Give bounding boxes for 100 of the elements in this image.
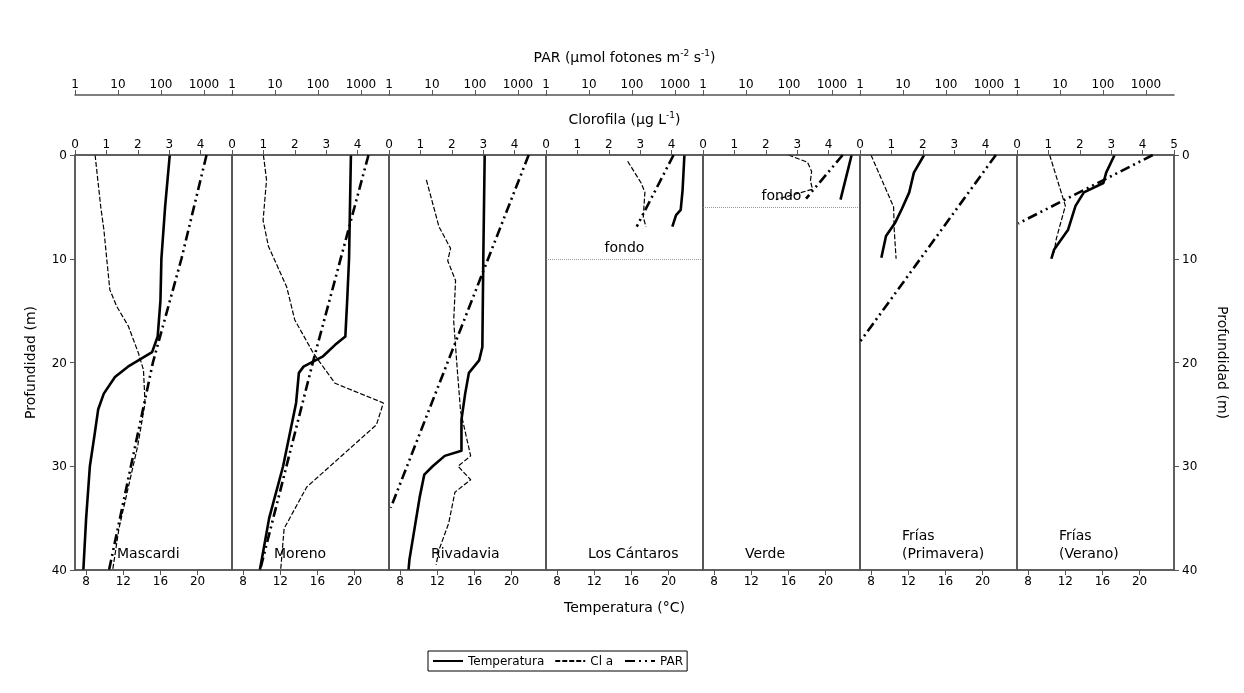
x2-tick-label: 4 (981, 137, 990, 151)
x-tick-label: 1 (542, 77, 550, 91)
x2-tick-label: 4 (196, 137, 205, 151)
x-tick-label: 12 (115, 574, 131, 588)
x-tick-label: 16 (780, 574, 797, 588)
x-tick-label: 100 (149, 77, 173, 91)
ref-line-label: fondo (761, 186, 802, 203)
x-tick-label: 100 (1091, 77, 1115, 91)
x-tick-label: 12 (272, 574, 288, 588)
x-tick-label: 16 (152, 574, 169, 588)
text: Los Cántaros (588, 545, 679, 561)
x-tick-label: 1000 (345, 77, 377, 91)
x-tick-label: 10 (267, 77, 283, 91)
x2-tick-label: 4 (667, 137, 676, 151)
x-tick-label: 16 (466, 574, 483, 588)
x2-tick-label: 1 (416, 137, 425, 151)
ref-line-label: fondo (604, 238, 645, 255)
x-tick-label: 10 (738, 77, 754, 91)
x-tick-label: 10 (110, 77, 126, 91)
x-tick-label: 100 (306, 77, 330, 91)
x2-tick-label: 2 (447, 137, 456, 151)
legend-label: PAR (660, 654, 684, 668)
x2-tick-label: 1 (730, 137, 739, 151)
legend-label: Temperatura (467, 654, 545, 668)
x2-tick-label: 3 (479, 137, 488, 151)
x-tick-label: 1000 (816, 77, 848, 91)
x2-tick-label: 0 (385, 137, 393, 151)
x2-tick-label: 5 (1170, 137, 1178, 151)
x-tick-label: 1 (71, 77, 79, 91)
x2-tick-label: 1 (887, 137, 896, 151)
text: Frías (Verano) (1059, 527, 1119, 561)
x-tick-label: 20 (1131, 574, 1148, 588)
y-tick-label: 40 (1182, 563, 1198, 577)
x-tick-label: 20 (974, 574, 991, 588)
x-tick-label: 10 (581, 77, 597, 91)
y-tick-label: 20 (1182, 355, 1198, 370)
x2-tick-label: 3 (165, 137, 174, 151)
x-tick-label: 1000 (188, 77, 220, 91)
y-tick-label: 40 (51, 563, 67, 577)
x-tick-label: 10 (424, 77, 440, 91)
y-tick-label: 30 (1182, 459, 1198, 474)
x-tick-label: 8 (867, 574, 875, 588)
x2-tick-label: 0 (699, 137, 707, 151)
x2-tick-label: 4 (510, 137, 519, 151)
x-tick-label: 8 (1024, 574, 1032, 588)
x2-tick-label: 2 (1075, 137, 1084, 151)
x-tick-label: 100 (463, 77, 487, 91)
y-tick-label: 30 (51, 459, 67, 474)
x-tick-label: 1 (699, 77, 707, 91)
x-tick-label: 20 (817, 574, 834, 588)
text: Mascardi (117, 545, 180, 561)
x-tick-label: 20 (346, 574, 363, 588)
x2-tick-label: 2 (761, 137, 770, 151)
x-tick-label: 16 (937, 574, 954, 588)
text: Moreno (274, 545, 327, 561)
x-tick-label: 16 (1094, 574, 1111, 588)
x-tick-label: 100 (777, 77, 801, 91)
x2-tick-label: 1 (1044, 137, 1053, 151)
x2-tick-label: 3 (950, 137, 959, 151)
legend-label: Cl a (590, 654, 614, 668)
x-tick-label: 1 (385, 77, 393, 91)
y-tick-label: 0 (59, 148, 67, 162)
x-tick-label: 12 (1057, 574, 1073, 588)
x-tick-label: 16 (623, 574, 640, 588)
x2-tick-label: 2 (133, 137, 142, 151)
x2-tick-label: 2 (918, 137, 927, 151)
x-tick-label: 10 (1052, 77, 1068, 91)
x2-tick-label: 0 (1013, 137, 1021, 151)
x-tick-label: 8 (553, 574, 561, 588)
x-tick-label: 8 (710, 574, 718, 588)
text: Frías (Primavera) (902, 527, 985, 561)
x-tick-label: 20 (189, 574, 206, 588)
x2-tick-label: 0 (71, 137, 79, 151)
x2-tick-label: 4 (353, 137, 362, 151)
x-tick-label: 1 (1013, 77, 1021, 91)
y-tick-label: 10 (51, 251, 67, 266)
x-axis-title: Temperatura (°C) (562, 599, 686, 615)
y-axis-title: Profundidad (m) (22, 305, 38, 420)
x-tick-label: 1000 (1130, 77, 1162, 91)
x-tick-label: 20 (503, 574, 520, 588)
y-tick-label: 0 (1182, 148, 1190, 162)
x-tick-label: 1 (856, 77, 864, 91)
x2-tick-label: 3 (322, 137, 331, 151)
x-tick-label: 12 (429, 574, 445, 588)
x-tick-label: 10 (895, 77, 911, 91)
y-tick-label: 20 (51, 355, 67, 370)
x-tick-label: 100 (934, 77, 958, 91)
x2-tick-label: 1 (259, 137, 268, 151)
x-tick-label: 1000 (502, 77, 534, 91)
x-tick-label: 1000 (973, 77, 1005, 91)
x2-tick-label: 2 (604, 137, 613, 151)
x-tick-label: 12 (586, 574, 602, 588)
y-axis-title: Profundidad (m) (1215, 305, 1231, 420)
x2-tick-label: 3 (636, 137, 645, 151)
x-tick-label: 8 (396, 574, 404, 588)
x2-tick-label: 3 (793, 137, 802, 151)
text: Verde (745, 545, 786, 561)
x2-tick-label: 0 (228, 137, 236, 151)
x2-tick-label: 1 (573, 137, 582, 151)
y-tick-label: 10 (1182, 251, 1198, 266)
